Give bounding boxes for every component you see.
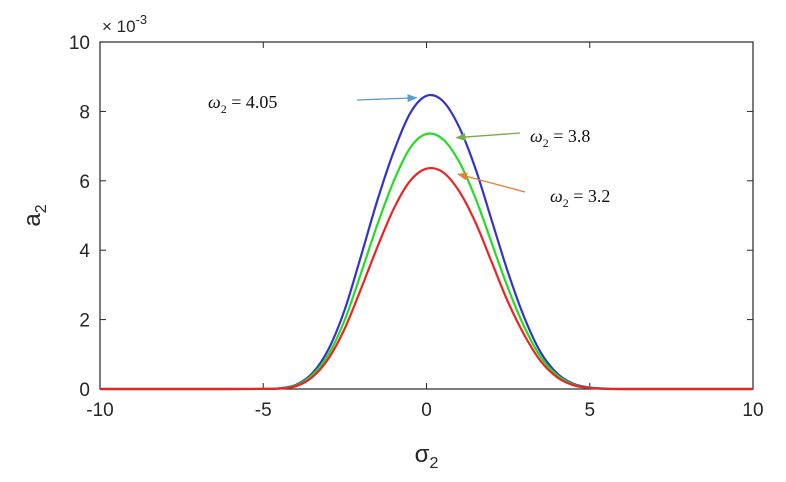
plot-area-frame: [99, 41, 754, 390]
annotation-omega-3-2: ω2 = 3.2: [457, 172, 610, 210]
series-line-blue: [100, 93, 753, 391]
series-line-green: [100, 132, 753, 391]
y-tick-label: 10: [69, 33, 90, 54]
y-axis-label: a2: [19, 204, 50, 226]
annotation-arrow-blue: [356, 94, 418, 103]
x-tick-label: -5: [255, 400, 272, 421]
x-axis-label: σ2: [415, 441, 439, 472]
svg-text:ω2 = 4.05: ω2 = 4.05: [208, 92, 277, 116]
x-tick-label: 0: [421, 400, 432, 421]
x-tick-label: -10: [86, 400, 113, 421]
x-tick-label: 5: [584, 400, 595, 421]
x-tick-label: 10: [742, 400, 763, 421]
y-tick-label: 0: [79, 380, 90, 401]
annotation-arrow-green: [455, 132, 521, 142]
y-axis-multiplier: × 10-3: [102, 12, 147, 36]
annotation-arrow-orange: [457, 172, 526, 193]
y-tick-label: 4: [79, 241, 90, 262]
y-tick-label: 2: [79, 311, 90, 332]
series-line-red: [100, 166, 753, 391]
annotation-omega-4-05: ω2 = 4.05: [208, 92, 418, 116]
svg-text:ω2 = 3.8: ω2 = 3.8: [530, 126, 590, 150]
y-tick-label: 6: [79, 172, 90, 193]
svg-text:ω2 = 3.2: ω2 = 3.2: [550, 186, 610, 210]
annotation-omega-3-8: ω2 = 3.8: [455, 126, 590, 150]
y-tick-label: 8: [79, 102, 90, 123]
